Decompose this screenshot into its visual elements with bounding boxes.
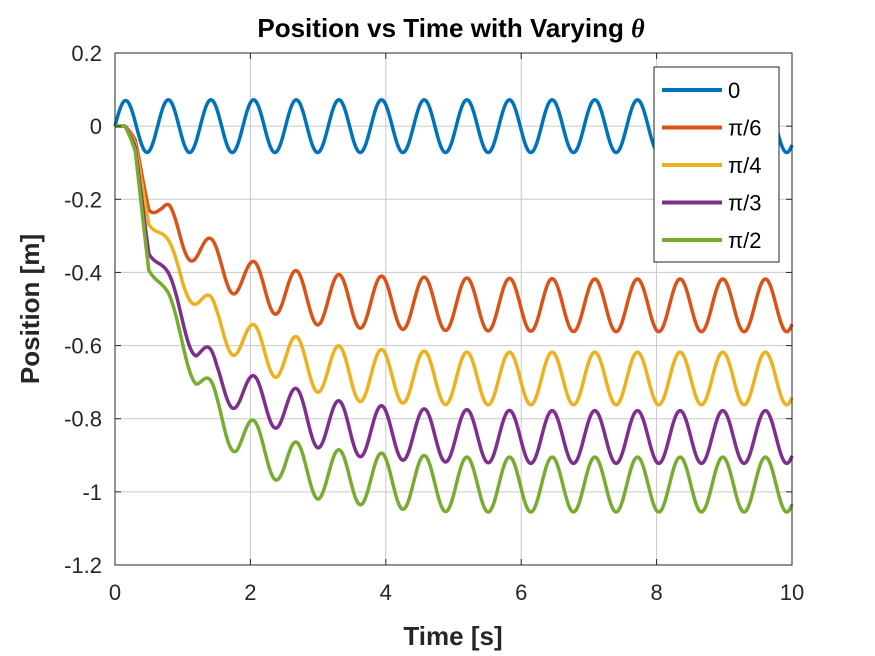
x-axis-label: Time [s] [403, 621, 502, 651]
x-tick-label: 4 [380, 580, 392, 605]
y-tick-label: -0.6 [64, 334, 102, 359]
y-tick-label: 0 [90, 114, 102, 139]
plot-frame [114, 52, 793, 566]
legend: 0 π/6 π/4 π/3 π/2 [653, 66, 780, 263]
x-tick-label: 0 [109, 580, 121, 605]
legend-label: π/4 [728, 153, 762, 178]
y-axis-label: Position [m] [15, 234, 45, 384]
x-tick-label: 6 [515, 580, 527, 605]
chart-title: Position vs Time with Varying θ [257, 13, 645, 43]
series-line-3 [113, 124, 794, 466]
series-line-2 [113, 124, 794, 407]
x-tick-label: 2 [244, 580, 256, 605]
legend-label: 0 [728, 78, 740, 103]
legend-label: π/3 [728, 191, 762, 216]
x-tick-label: 8 [650, 580, 662, 605]
y-tick-label: -0.4 [64, 260, 102, 285]
x-tick-label: 10 [780, 580, 804, 605]
y-tick-label: 0.2 [71, 41, 102, 66]
series-lines [113, 98, 794, 514]
legend-label: π/2 [728, 228, 762, 253]
legend-label: π/6 [728, 116, 762, 141]
y-tick-label: -1 [82, 480, 102, 505]
y-tick-label: -1.2 [64, 553, 102, 578]
axis-ticks: 0 2 4 6 8 10 0.2 0 -0.2 -0.4 -0.6 -0.8 -1 -1.2 [64, 41, 804, 605]
y-tick-label: -0.2 [64, 187, 102, 212]
series-line-1 [113, 124, 794, 334]
series-line-4 [113, 124, 794, 514]
y-tick-label: -0.8 [64, 407, 102, 432]
